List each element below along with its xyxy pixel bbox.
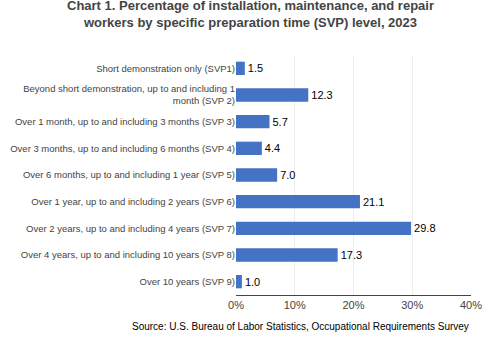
svg-text:12.3: 12.3 <box>311 89 332 101</box>
svg-text:17.3: 17.3 <box>341 249 362 261</box>
svg-text:5.7: 5.7 <box>272 116 287 128</box>
svg-text:Over 1 month, up to and includ: Over 1 month, up to and including 3 mont… <box>15 116 235 127</box>
svg-text:Over 6 months, up to and inclu: Over 6 months, up to and including 1 yea… <box>23 169 235 180</box>
svg-text:Over 4 years, up to and includ: Over 4 years, up to and including 10 yea… <box>21 249 235 260</box>
svg-text:7.0: 7.0 <box>280 169 295 181</box>
svg-text:4.4: 4.4 <box>265 142 280 154</box>
svg-text:30%: 30% <box>401 299 423 311</box>
svg-text:1.0: 1.0 <box>245 276 260 288</box>
svg-text:1.5: 1.5 <box>248 62 263 74</box>
svg-text:20%: 20% <box>342 299 364 311</box>
svg-text:Beyond short demonstration, up: Beyond short demonstration, up to and in… <box>23 83 235 106</box>
svg-text:Over 2 years, up to and includ: Over 2 years, up to and including 4 year… <box>26 223 235 234</box>
svg-text:Source: U.S. Bureau of Labor S: Source: U.S. Bureau of Labor Statistics,… <box>132 321 469 332</box>
svg-text:Over 1 year, up to and includi: Over 1 year, up to and including 2 years… <box>31 196 235 207</box>
svg-text:29.8: 29.8 <box>414 222 435 234</box>
svg-text:Short demonstration only (SVP1: Short demonstration only (SVP1) <box>96 63 235 74</box>
svg-text:0%: 0% <box>228 299 244 311</box>
svg-text:Chart 1. Percentage of install: Chart 1. Percentage of installation, mai… <box>67 0 434 30</box>
svg-text:10%: 10% <box>284 299 306 311</box>
svg-text:21.1: 21.1 <box>363 196 384 208</box>
svg-text:Over 3 months, up to and inclu: Over 3 months, up to and including 6 mon… <box>10 143 235 154</box>
svg-text:Over 10 years (SVP 9): Over 10 years (SVP 9) <box>140 276 235 287</box>
svg-text:40%: 40% <box>460 299 482 311</box>
